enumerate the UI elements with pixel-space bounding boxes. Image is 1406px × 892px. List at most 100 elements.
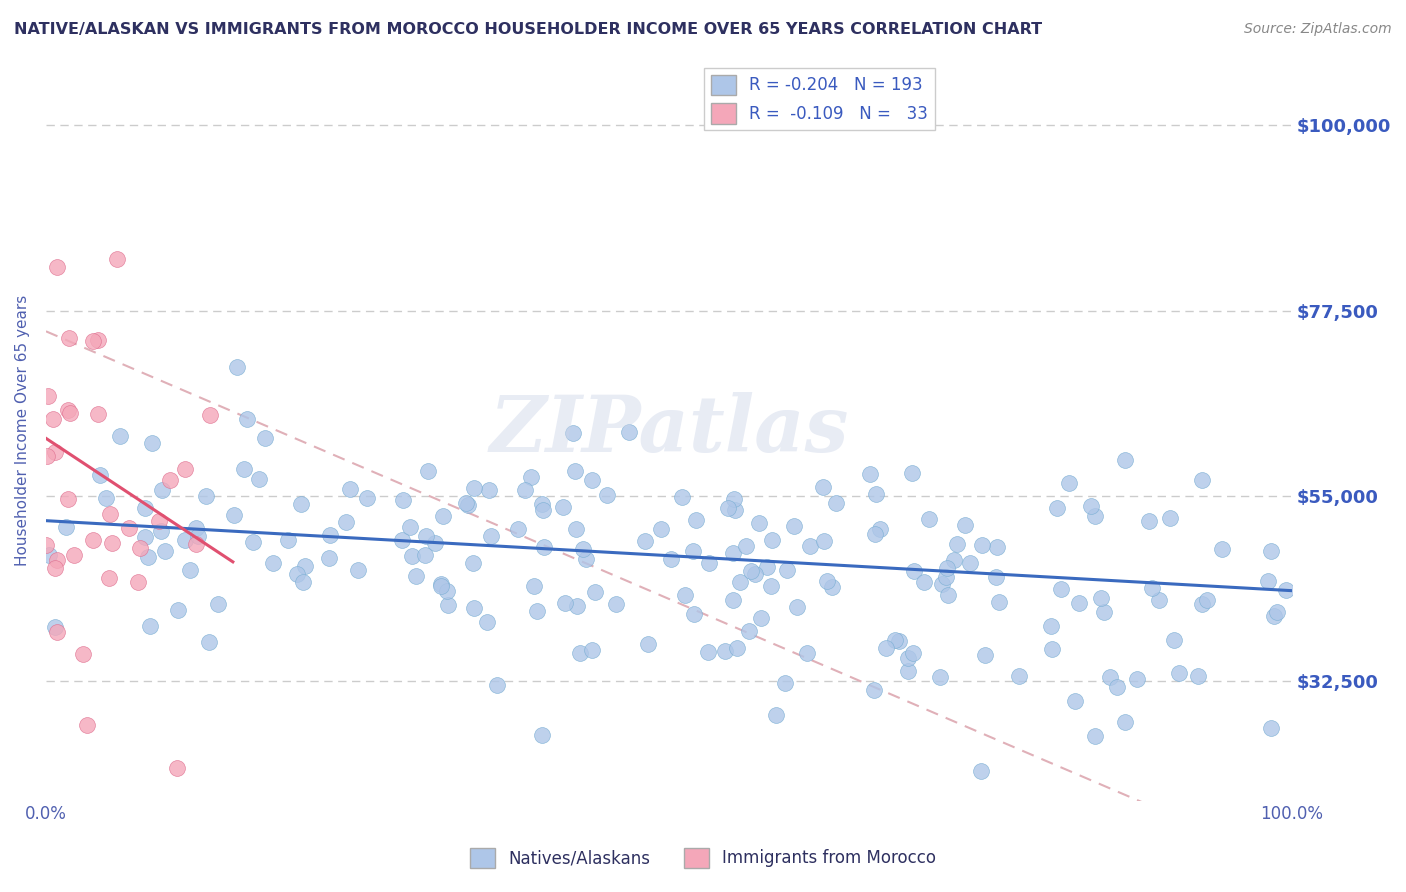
Point xyxy=(1067,596,1090,610)
Point xyxy=(44,561,66,575)
Point xyxy=(198,409,221,423)
Point xyxy=(738,624,761,638)
Point xyxy=(45,260,67,274)
Point xyxy=(799,539,821,553)
Point xyxy=(174,462,197,476)
Point xyxy=(825,496,848,510)
Point xyxy=(437,599,460,613)
Point xyxy=(430,577,453,591)
Point xyxy=(972,538,994,552)
Point xyxy=(198,635,221,649)
Point xyxy=(596,488,619,502)
Point xyxy=(405,569,427,583)
Point xyxy=(735,539,758,553)
Point xyxy=(531,497,554,511)
Point xyxy=(38,548,60,562)
Point xyxy=(887,634,910,648)
Point xyxy=(44,445,66,459)
Point xyxy=(562,426,585,441)
Point xyxy=(813,534,835,549)
Point xyxy=(697,644,720,658)
Point xyxy=(159,473,181,487)
Point xyxy=(101,536,124,550)
Point xyxy=(167,603,190,617)
Point xyxy=(749,611,772,625)
Point xyxy=(436,583,458,598)
Point xyxy=(186,537,208,551)
Point xyxy=(571,541,593,556)
Point xyxy=(485,678,508,692)
Point xyxy=(728,575,751,590)
Point xyxy=(110,429,132,443)
Point xyxy=(318,551,340,566)
Point xyxy=(973,648,995,662)
Point xyxy=(262,556,284,570)
Point xyxy=(96,491,118,505)
Point xyxy=(970,764,993,778)
Point xyxy=(401,549,423,563)
Point xyxy=(35,538,58,552)
Point xyxy=(98,507,121,521)
Point xyxy=(150,483,173,498)
Text: NATIVE/ALASKAN VS IMMIGRANTS FROM MOROCCO HOUSEHOLDER INCOME OVER 65 YEARS CORRE: NATIVE/ALASKAN VS IMMIGRANTS FROM MOROCC… xyxy=(14,22,1042,37)
Point xyxy=(721,593,744,607)
Point xyxy=(523,579,546,593)
Point xyxy=(773,676,796,690)
Point xyxy=(865,487,887,501)
Point xyxy=(551,500,574,515)
Point xyxy=(1159,511,1181,525)
Point xyxy=(723,492,745,507)
Point xyxy=(575,552,598,566)
Point xyxy=(82,533,104,547)
Point xyxy=(195,489,218,503)
Point xyxy=(912,574,935,589)
Point xyxy=(724,503,747,517)
Point xyxy=(478,483,501,498)
Point xyxy=(247,472,270,486)
Point xyxy=(897,664,920,678)
Point xyxy=(291,575,314,590)
Point xyxy=(479,529,502,543)
Point xyxy=(765,708,787,723)
Point xyxy=(253,431,276,445)
Point xyxy=(581,643,603,657)
Point xyxy=(533,540,555,554)
Point xyxy=(583,585,606,599)
Point xyxy=(72,647,94,661)
Point xyxy=(37,449,59,463)
Point xyxy=(863,683,886,698)
Point xyxy=(347,563,370,577)
Point xyxy=(225,360,247,375)
Point xyxy=(943,553,966,567)
Point xyxy=(721,546,744,560)
Point xyxy=(714,644,737,658)
Point xyxy=(1083,730,1105,744)
Point xyxy=(44,619,66,633)
Point xyxy=(761,533,783,548)
Point xyxy=(179,563,201,577)
Point xyxy=(554,596,576,610)
Point xyxy=(399,520,422,534)
Point xyxy=(461,556,484,570)
Point xyxy=(682,544,704,558)
Point xyxy=(118,521,141,535)
Point xyxy=(796,646,818,660)
Point xyxy=(1114,714,1136,729)
Point xyxy=(477,615,499,630)
Point xyxy=(725,641,748,656)
Point xyxy=(876,640,898,655)
Point xyxy=(740,564,762,578)
Point xyxy=(233,462,256,476)
Point xyxy=(166,761,188,775)
Point xyxy=(429,579,451,593)
Point xyxy=(650,522,672,536)
Point xyxy=(1080,499,1102,513)
Point xyxy=(659,552,682,566)
Point xyxy=(565,522,588,536)
Point xyxy=(617,425,640,439)
Y-axis label: Householder Income Over 65 years: Householder Income Over 65 years xyxy=(15,294,30,566)
Point xyxy=(235,411,257,425)
Point xyxy=(936,561,959,575)
Point xyxy=(1059,475,1081,490)
Point xyxy=(901,466,924,480)
